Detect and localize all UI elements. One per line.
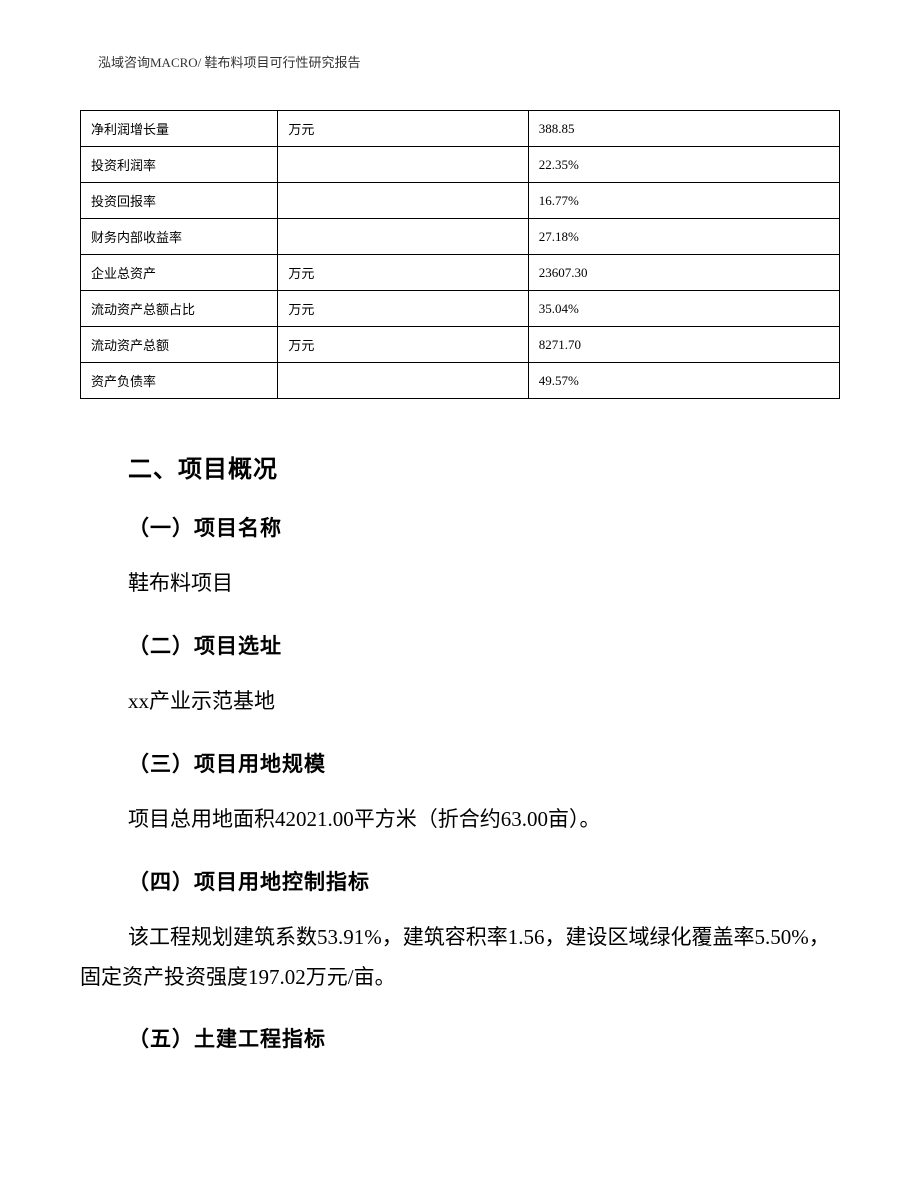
cell-unit: 万元 xyxy=(278,255,528,291)
subsection-heading-1: （一）项目名称 xyxy=(128,512,840,542)
table-row: 净利润增长量 万元 388.85 xyxy=(81,111,840,147)
content-wrapper: 净利润增长量 万元 388.85 投资利润率 22.35% 投资回报率 16.7… xyxy=(0,0,920,1053)
cell-unit xyxy=(278,363,528,399)
cell-value: 388.85 xyxy=(528,111,839,147)
cell-unit: 万元 xyxy=(278,111,528,147)
subsection-heading-4: （四）项目用地控制指标 xyxy=(128,866,840,896)
table-row: 流动资产总额 万元 8271.70 xyxy=(81,327,840,363)
cell-unit xyxy=(278,147,528,183)
page-header: 泓域咨询MACRO/ 鞋布料项目可行性研究报告 xyxy=(98,52,361,71)
body-text-1: 鞋布料项目 xyxy=(128,564,840,604)
cell-label: 企业总资产 xyxy=(81,255,278,291)
table-row: 投资回报率 16.77% xyxy=(81,183,840,219)
cell-label: 流动资产总额占比 xyxy=(81,291,278,327)
cell-value: 49.57% xyxy=(528,363,839,399)
cell-value: 22.35% xyxy=(528,147,839,183)
main-section-title: 二、项目概况 xyxy=(128,449,840,484)
cell-unit: 万元 xyxy=(278,291,528,327)
cell-value: 8271.70 xyxy=(528,327,839,363)
table-row: 流动资产总额占比 万元 35.04% xyxy=(81,291,840,327)
cell-label: 流动资产总额 xyxy=(81,327,278,363)
table-body: 净利润增长量 万元 388.85 投资利润率 22.35% 投资回报率 16.7… xyxy=(81,111,840,399)
body-text-2: xx产业示范基地 xyxy=(128,682,840,722)
cell-unit xyxy=(278,219,528,255)
cell-value: 16.77% xyxy=(528,183,839,219)
cell-label: 投资回报率 xyxy=(81,183,278,219)
cell-value: 23607.30 xyxy=(528,255,839,291)
cell-value: 27.18% xyxy=(528,219,839,255)
table-row: 企业总资产 万元 23607.30 xyxy=(81,255,840,291)
table-row: 资产负债率 49.57% xyxy=(81,363,840,399)
subsection-heading-3: （三）项目用地规模 xyxy=(128,748,840,778)
body-text-4: 该工程规划建筑系数53.91%，建筑容积率1.56，建设区域绿化覆盖率5.50%… xyxy=(80,918,840,998)
cell-label: 净利润增长量 xyxy=(81,111,278,147)
financial-table: 净利润增长量 万元 388.85 投资利润率 22.35% 投资回报率 16.7… xyxy=(80,110,840,399)
cell-label: 投资利润率 xyxy=(81,147,278,183)
table-row: 财务内部收益率 27.18% xyxy=(81,219,840,255)
header-text: 泓域咨询MACRO/ 鞋布料项目可行性研究报告 xyxy=(98,55,361,70)
table-row: 投资利润率 22.35% xyxy=(81,147,840,183)
cell-label: 财务内部收益率 xyxy=(81,219,278,255)
cell-value: 35.04% xyxy=(528,291,839,327)
body-text-3: 项目总用地面积42021.00平方米（折合约63.00亩）。 xyxy=(128,800,840,840)
cell-label: 资产负债率 xyxy=(81,363,278,399)
cell-unit: 万元 xyxy=(278,327,528,363)
subsection-heading-2: （二）项目选址 xyxy=(128,630,840,660)
cell-unit xyxy=(278,183,528,219)
subsection-heading-5: （五）土建工程指标 xyxy=(128,1023,840,1053)
